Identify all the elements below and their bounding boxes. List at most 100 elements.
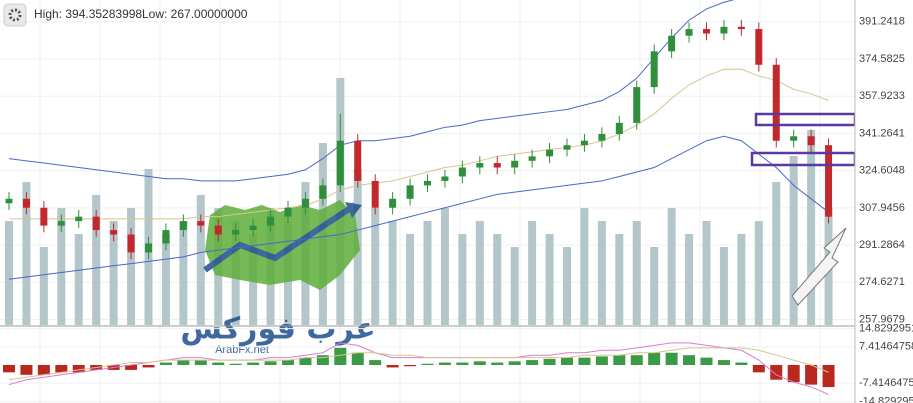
histogram-bar — [55, 365, 68, 373]
candle-body — [336, 140, 344, 186]
histogram-bar — [787, 365, 800, 383]
histogram-bar — [561, 357, 573, 365]
y-tick-label: -7.41464758 — [859, 377, 913, 389]
histogram-bar — [805, 365, 818, 385]
histogram-bar — [456, 362, 469, 365]
candle-body — [807, 136, 815, 146]
volume-bar — [161, 234, 170, 325]
volume-bar — [74, 234, 83, 325]
candle-body — [563, 145, 571, 150]
volume-bar — [127, 208, 136, 325]
candle-body — [493, 163, 501, 168]
volume-bar — [789, 156, 798, 325]
axis-background — [855, 0, 913, 403]
histogram-bar — [125, 365, 138, 370]
candle-body — [580, 140, 588, 146]
histogram-bar — [700, 357, 713, 365]
y-tick-label: 14.82929515 — [859, 323, 913, 335]
candle-body — [755, 29, 763, 65]
candle-body — [127, 234, 135, 253]
macd-layer — [0, 328, 855, 402]
histogram-bar — [299, 357, 312, 365]
histogram-bar — [229, 363, 242, 365]
volume-bar — [719, 247, 728, 325]
gear-icon[interactable] — [8, 8, 22, 22]
histogram-bar — [334, 347, 347, 365]
histogram-bar — [316, 355, 329, 365]
candle-body — [354, 140, 362, 181]
volume-bar — [545, 234, 554, 325]
volume-bar — [597, 221, 606, 325]
candle-body — [424, 180, 431, 186]
volume-bar — [528, 221, 537, 325]
candle-body — [57, 221, 65, 226]
candle-body — [371, 180, 379, 208]
candle-body — [546, 149, 554, 157]
volume-bar — [179, 221, 188, 325]
candle-body — [22, 198, 30, 208]
candle-body — [197, 221, 205, 226]
volume-bar — [650, 247, 659, 325]
volume-bar — [702, 221, 711, 325]
candle-body — [179, 221, 187, 231]
histogram-bar — [613, 355, 626, 365]
volume-bar — [580, 208, 589, 325]
volume-bar — [39, 247, 48, 325]
watermark: عرب فوركس ArabFx.net — [180, 200, 376, 356]
candle-body — [668, 35, 676, 52]
histogram-bar — [404, 365, 417, 367]
histogram-bar — [247, 362, 260, 365]
y-tick-label: 291.2864 — [859, 239, 905, 251]
histogram-bar — [491, 362, 504, 365]
y-tick-label: 374.5825 — [859, 53, 905, 65]
candle-body — [214, 225, 222, 235]
histogram-bar — [526, 360, 539, 365]
candle-body — [162, 230, 170, 244]
histogram-bar — [683, 355, 696, 365]
candle-body — [511, 160, 519, 168]
candle-body — [790, 136, 798, 141]
histogram-bar — [386, 365, 399, 368]
volume-bar — [57, 208, 66, 325]
settings-button[interactable] — [3, 3, 27, 27]
histogram-bar — [822, 365, 835, 388]
histogram-bar — [438, 362, 451, 365]
volume-bar — [196, 195, 205, 325]
candle-body — [720, 26, 728, 34]
histogram-bar — [665, 352, 678, 365]
y-tick-label: -14.8292951 — [859, 395, 913, 403]
volume-bar — [109, 221, 118, 325]
y-tick-label: 7.41464758 — [859, 341, 913, 353]
histogram-bar — [543, 358, 556, 365]
logo-arrow — [203, 202, 357, 273]
histogram-bar — [264, 361, 277, 365]
candle-body — [40, 207, 48, 226]
candle-body — [615, 122, 623, 135]
signal-line — [8, 347, 829, 381]
candle-body — [145, 243, 152, 253]
volume-bar — [423, 221, 432, 325]
histogram-bar — [37, 365, 50, 375]
histogram-bar — [159, 362, 172, 365]
upper-band — [8, 0, 735, 182]
candle-body — [458, 167, 466, 177]
histogram-bar — [3, 365, 15, 373]
volume-bar — [754, 221, 763, 325]
histogram-bar — [194, 360, 207, 365]
candle-body — [650, 51, 658, 88]
candle-body — [284, 207, 292, 217]
histogram-bar — [630, 355, 643, 365]
candle-body — [389, 198, 397, 208]
candle-body — [633, 87, 641, 123]
histogram-bar — [177, 360, 190, 365]
histogram-bar — [735, 362, 748, 365]
candle-body — [476, 163, 484, 168]
histogram-bar — [212, 362, 225, 365]
volume-bar — [92, 195, 101, 325]
candle-body — [528, 156, 536, 161]
histogram-bar — [473, 361, 486, 365]
candle-body — [685, 29, 693, 36]
histogram-bar — [508, 361, 521, 365]
candle-body — [772, 64, 780, 141]
